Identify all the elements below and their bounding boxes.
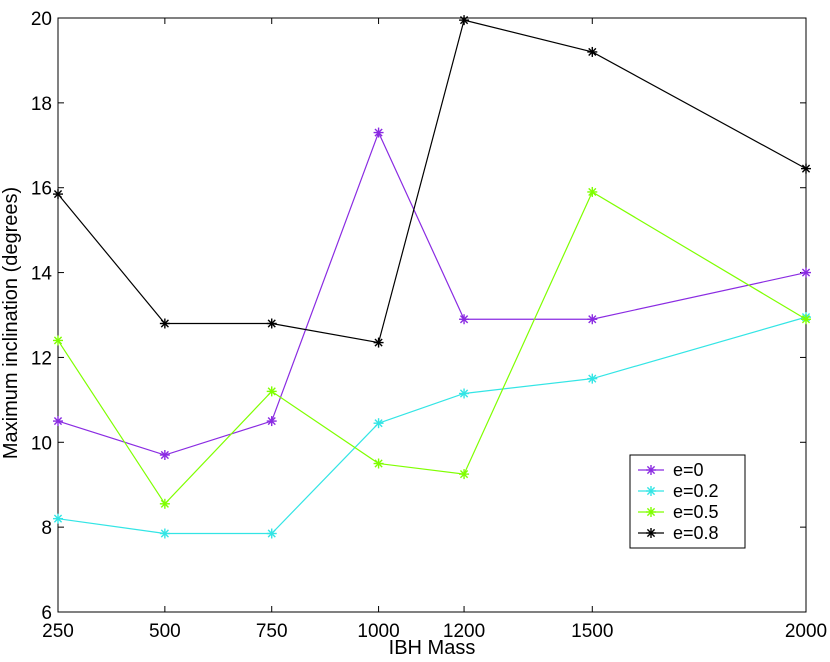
legend-marker	[646, 465, 656, 475]
y-tick-label: 12	[31, 348, 52, 369]
data-point	[266, 386, 277, 397]
legend-marker	[646, 486, 656, 496]
data-point	[459, 388, 470, 399]
x-tick-label: 1200	[443, 621, 485, 642]
y-tick-label: 16	[31, 179, 52, 200]
x-tick-label: 250	[42, 621, 74, 642]
data-point	[53, 189, 63, 200]
series-3	[53, 186, 811, 509]
legend-item: e=0.2	[638, 481, 719, 501]
data-point	[53, 335, 63, 346]
y-tick-label: 10	[31, 433, 52, 454]
data-point	[587, 373, 598, 384]
x-tick-label: 1000	[357, 621, 399, 642]
series-layer	[53, 15, 811, 539]
legend-label: e=0.2	[673, 481, 719, 501]
data-point	[373, 458, 384, 469]
series-line	[57, 19, 807, 344]
data-point	[159, 450, 170, 461]
axis-ticks: 250 500 750 1000 1200 1500 2000 6 8 10 12 14 16 18 20	[31, 9, 827, 642]
y-tick-label: 14	[31, 264, 53, 285]
x-tick-label: 1500	[571, 621, 613, 642]
data-point	[266, 528, 277, 539]
legend: e=0e=0.2e=0.5e=0.8	[629, 454, 746, 549]
series-line	[57, 130, 807, 456]
x-tick-label: 750	[256, 621, 288, 642]
y-tick-label: 6	[41, 603, 52, 624]
legend-label: e=0.5	[673, 502, 719, 522]
data-point	[159, 318, 170, 329]
data-point	[801, 314, 811, 325]
x-axis-label: IBH Mass	[389, 637, 476, 659]
data-point	[801, 267, 811, 278]
y-tick-label: 20	[31, 9, 52, 30]
data-point	[266, 318, 277, 329]
y-tick-label: 18	[31, 94, 52, 115]
legend-item: e=0	[638, 460, 704, 480]
x-tick-label: 500	[149, 621, 181, 642]
legend-label: e=0.8	[673, 523, 719, 543]
legend-label: e=0	[673, 460, 704, 480]
legend-marker	[646, 528, 656, 538]
data-point	[459, 469, 470, 480]
data-point	[587, 46, 598, 57]
data-point	[159, 498, 170, 509]
data-point	[459, 15, 470, 26]
data-point	[373, 127, 384, 138]
series-1	[53, 127, 811, 461]
y-axis-label: Maximum inclination (degrees)	[0, 187, 22, 459]
data-point	[587, 314, 598, 325]
legend-item: e=0.8	[638, 523, 719, 543]
data-point	[53, 513, 63, 524]
y-tick-label: 8	[41, 518, 52, 539]
x-tick-label: 2000	[785, 621, 827, 642]
data-point	[266, 416, 277, 427]
data-point	[801, 163, 811, 174]
series-4	[53, 15, 811, 348]
legend-marker	[646, 507, 656, 517]
data-point	[587, 186, 598, 197]
data-point	[373, 418, 384, 429]
data-point	[459, 314, 470, 325]
data-point	[53, 416, 63, 427]
data-point	[159, 528, 170, 539]
legend-item: e=0.5	[638, 502, 719, 522]
data-point	[373, 337, 384, 348]
